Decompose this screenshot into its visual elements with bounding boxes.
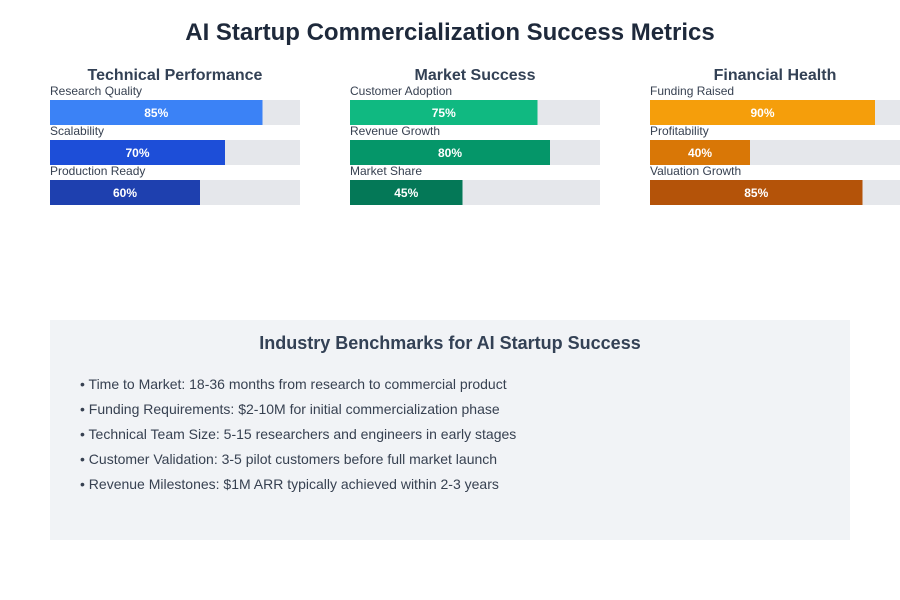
benchmarks-list: • Time to Market: 18-36 months from rese… (80, 375, 516, 500)
bar-value-label: 45% (394, 186, 418, 200)
bar-fill (350, 180, 463, 205)
benchmark-item: • Funding Requirements: $2-10M for initi… (80, 401, 500, 417)
benchmark-item: • Time to Market: 18-36 months from rese… (80, 376, 507, 392)
bar-fill (350, 140, 550, 165)
metric-label: Profitability (650, 124, 709, 138)
benchmark-item: • Revenue Milestones: $1M ARR typically … (80, 476, 499, 492)
metric-label: Research Quality (50, 84, 142, 98)
bar-fill (650, 140, 750, 165)
metric-label: Funding Raised (650, 84, 734, 98)
metric-label: Market Share (350, 164, 422, 178)
metric-label: Production Ready (50, 164, 145, 178)
benchmarks-title: Industry Benchmarks for AI Startup Succe… (259, 333, 641, 353)
bar-fill (350, 100, 538, 125)
bar-value-label: 75% (432, 106, 456, 120)
bar-fill (50, 180, 200, 205)
bar-fill (650, 180, 863, 205)
bar-fill (50, 140, 225, 165)
bar-value-label: 40% (688, 146, 712, 160)
bar-fill (50, 100, 263, 125)
bar-value-label: 80% (438, 146, 462, 160)
bar-value-label: 85% (144, 106, 168, 120)
bar-value-label: 90% (750, 106, 774, 120)
chart-title: AI Startup Commercialization Success Met… (185, 19, 715, 46)
metrics-chart: AI Startup Commercialization Success Met… (50, 19, 900, 205)
group-title: Technical Performance (88, 67, 263, 84)
group-title: Financial Health (714, 67, 837, 84)
bar-value-label: 85% (744, 186, 768, 200)
bar-value-label: 70% (125, 146, 149, 160)
benchmarks-panel: Industry Benchmarks for AI Startup Succe… (50, 320, 850, 540)
metric-label: Scalability (50, 124, 104, 138)
metric-label: Customer Adoption (350, 84, 452, 98)
group-title: Market Success (415, 67, 536, 84)
benchmark-item: • Customer Validation: 3-5 pilot custome… (80, 451, 498, 467)
metric-label: Valuation Growth (650, 164, 741, 178)
bar-fill (650, 100, 875, 125)
bar-value-label: 60% (113, 186, 137, 200)
metric-label: Revenue Growth (350, 124, 440, 138)
benchmark-item: • Technical Team Size: 5-15 researchers … (80, 426, 517, 442)
